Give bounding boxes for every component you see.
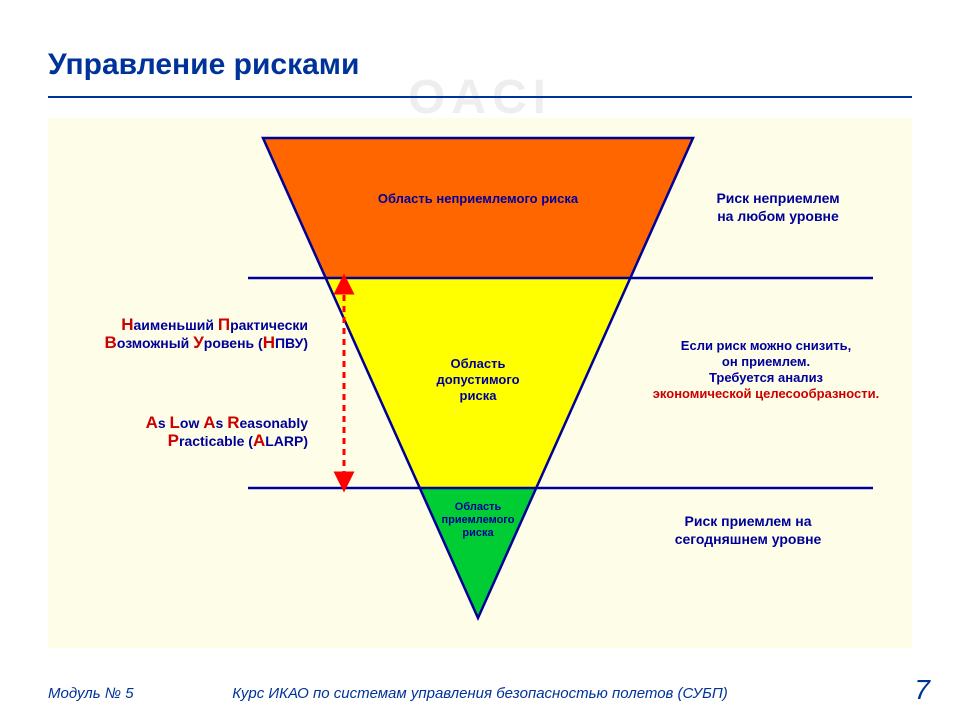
label-region-mid-3: риска [460,388,498,403]
right-bot-2: сегодняшнем уровне [675,531,822,547]
label-region-bot-2: приемлемого [442,514,515,526]
right-mid-3: Требуется анализ [709,370,824,385]
left-ru-1: Наименьший Практически [121,315,308,334]
region-unacceptable [263,138,693,278]
label-region-mid-2: допустимого [436,372,519,387]
label-region-top: Область неприемлемого риска [378,191,579,206]
left-ru-2: Возможный Уровень (НПВУ) [105,333,308,352]
label-region-bot-1: Область [455,501,502,513]
footer-course: Курс ИКАО по системам управления безопас… [0,685,960,702]
right-bot-1: Риск приемлем на [685,513,812,529]
title-rule [48,96,912,98]
left-en-2: Practicable (ALARP) [168,431,308,450]
slide-title: Управление рисками [48,48,359,82]
right-mid-1: Если риск можно снизить, [681,338,851,353]
right-mid-2: он приемлем. [722,354,810,369]
slide: OACI Управление рисками Обла [0,0,960,720]
left-en-1: As Low As Reasonably [146,413,309,432]
diagram-canvas: Область неприемлемого риска Область допу… [48,118,912,648]
right-top-2: на любом уровне [717,208,839,224]
right-mid-4: экономической целесообразности. [653,386,880,401]
right-top-1: Риск неприемлем [716,190,839,206]
label-region-mid-1: Область [451,356,506,371]
label-region-bot-3: риска [462,527,494,539]
page-number: 7 [914,674,930,706]
triangle-diagram: Область неприемлемого риска Область допу… [48,118,912,648]
